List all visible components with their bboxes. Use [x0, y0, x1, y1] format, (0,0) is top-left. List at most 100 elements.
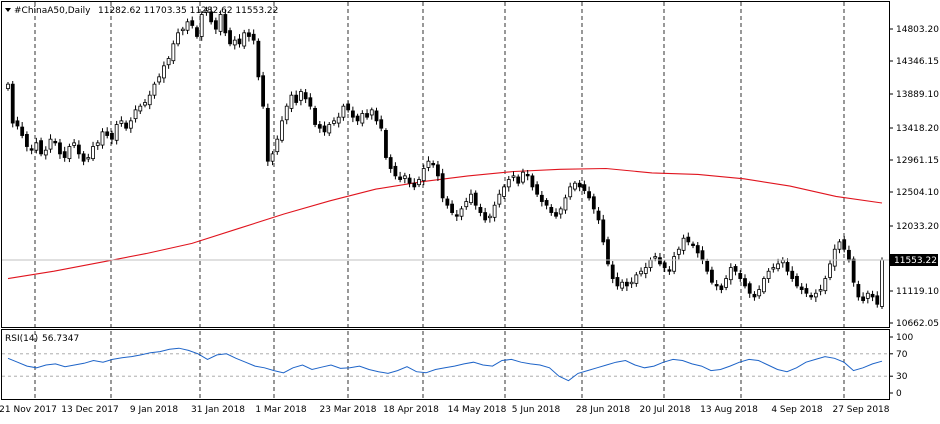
candle-body: [804, 288, 809, 294]
candlestick: [591, 193, 596, 214]
candle-body: [303, 92, 308, 100]
candle-body: [384, 129, 388, 158]
candle-body: [355, 115, 360, 122]
candle-body: [620, 281, 625, 289]
candle-body: [516, 176, 521, 184]
time-tick-label: 20 Jul 2018: [640, 405, 691, 415]
candle-body: [114, 124, 119, 141]
rsi-panel-frame: [1, 329, 890, 400]
candlesticks-layer: [6, 6, 884, 310]
candle-body: [327, 124, 332, 134]
candle-body: [58, 142, 62, 155]
candlestick: [114, 120, 119, 145]
dropdown-triangle-icon[interactable]: [5, 8, 11, 12]
candlestick: [487, 213, 492, 223]
candlestick: [795, 273, 799, 289]
candlestick: [554, 208, 558, 219]
candle-body: [766, 270, 771, 279]
candlestick: [350, 106, 355, 123]
candle-body: [190, 20, 195, 26]
candlestick: [473, 190, 478, 210]
candlestick: [67, 143, 72, 163]
candlestick: [733, 264, 738, 276]
candle-body: [426, 160, 431, 168]
candlestick: [110, 130, 114, 145]
candle-body: [34, 142, 39, 151]
candle-body: [776, 263, 780, 270]
candlestick: [880, 257, 884, 310]
candlestick: [58, 138, 62, 159]
candlestick: [223, 9, 228, 37]
candle-body: [653, 256, 658, 259]
candlestick: [162, 61, 166, 83]
candle-body: [606, 239, 610, 265]
candle-body: [43, 149, 48, 156]
time-tick-label: 1 Mar 2018: [255, 405, 307, 415]
candle-body: [799, 286, 804, 290]
candle-body: [341, 105, 346, 118]
candle-body: [530, 175, 535, 188]
moving-average-line: [7, 167, 883, 280]
candlestick: [440, 168, 445, 203]
candlestick: [185, 18, 190, 35]
candle-body: [667, 269, 672, 272]
candlestick: [573, 181, 577, 192]
candlestick: [459, 206, 464, 221]
candlestick: [91, 141, 95, 161]
candlestick: [851, 256, 856, 287]
candlestick: [327, 122, 332, 137]
candlestick: [105, 127, 110, 139]
candle-body: [743, 278, 747, 287]
candlestick: [247, 28, 251, 42]
candlestick: [218, 10, 223, 36]
candlestick: [133, 105, 138, 123]
candlestick: [379, 115, 384, 132]
candlestick: [710, 266, 714, 285]
candle-body: [780, 259, 785, 264]
candlestick: [275, 135, 280, 155]
candlestick: [280, 116, 284, 143]
candlestick: [95, 140, 100, 150]
candle-body: [525, 174, 530, 177]
candle-body: [322, 125, 327, 133]
candlestick: [346, 100, 351, 113]
candle-body: [634, 274, 639, 284]
price-tick-label: 12033.20: [896, 222, 939, 232]
ohlc-values: 11282.62 11703.35 11282.62 11553.22: [98, 6, 278, 16]
candlestick: [870, 290, 875, 302]
price-panel-frame: [1, 1, 890, 328]
candle-body: [119, 120, 124, 124]
candlestick: [624, 278, 629, 291]
candle-body: [469, 193, 473, 204]
candlestick: [823, 275, 828, 295]
candlestick: [875, 291, 880, 308]
candle-body: [785, 262, 790, 272]
candlestick: [199, 11, 204, 41]
candle-body: [521, 171, 525, 183]
candlestick: [790, 266, 795, 282]
candlestick: [596, 207, 601, 224]
candlestick: [672, 251, 677, 275]
candle-body: [147, 94, 152, 106]
candle-body: [747, 283, 752, 294]
candlestick: [195, 25, 199, 39]
candlestick: [209, 6, 214, 25]
rsi-tick-label: 70: [896, 350, 908, 360]
candlestick: [861, 292, 866, 304]
candlestick: [81, 151, 86, 166]
candlestick: [464, 197, 469, 210]
candle-body: [870, 293, 875, 298]
candlestick: [6, 81, 10, 91]
candle-body: [686, 236, 691, 243]
candle-body: [865, 292, 870, 299]
candlestick: [502, 184, 506, 199]
candle-body: [143, 102, 147, 106]
candlestick: [828, 260, 832, 281]
time-tick-label: 28 Jun 2018: [576, 405, 630, 415]
candle-body: [591, 196, 596, 210]
candle-body: [568, 186, 573, 198]
time-tick-label: 27 Sep 2018: [832, 405, 889, 415]
candle-body: [582, 184, 587, 191]
